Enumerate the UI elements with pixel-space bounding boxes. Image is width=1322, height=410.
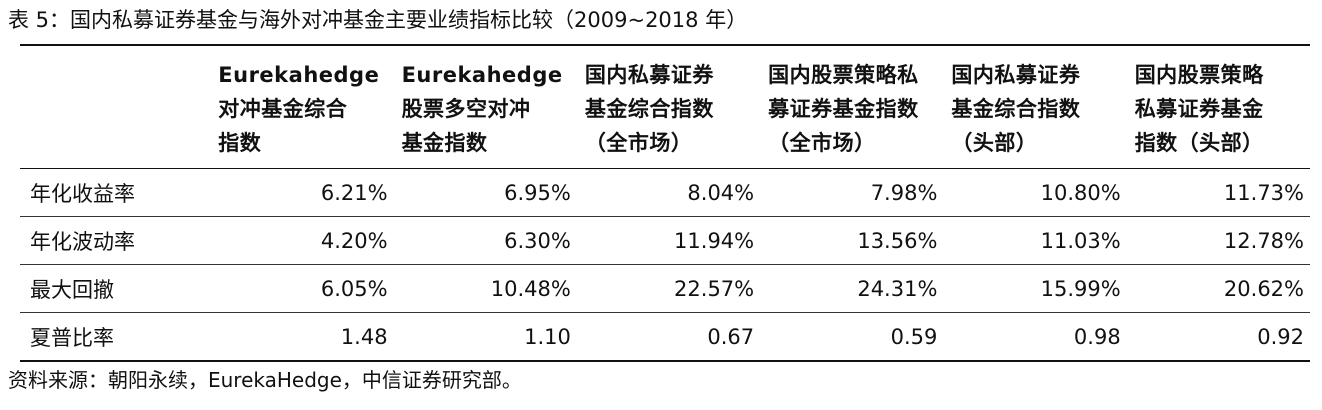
table-title: 表 5：国内私募证券基金与海外对冲基金主要业绩指标比较（2009~2018 年） — [8, 8, 748, 32]
table-cell: 12.78% — [1126, 216, 1310, 265]
table-cell: 13.56% — [760, 216, 944, 265]
row-label: 年化收益率 — [20, 168, 211, 217]
header-line: Eurekahedge — [218, 63, 380, 87]
table-cell: 11.73% — [1126, 168, 1310, 217]
table-cell: 24.31% — [760, 264, 944, 313]
comparison-table-container: Eurekahedge 对冲基金综合 指数 Eurekahedge 股票多空对冲… — [20, 44, 1310, 362]
header-line: Eurekahedge — [401, 63, 563, 87]
header-domestic-equity-all-market: 国内股票策略私 募证券基金指数 （全市场） — [760, 44, 944, 169]
table-row-annualized-volatility: 年化波动率 4.20% 6.30% 11.94% 13.56% 11.03% 1… — [20, 216, 1310, 265]
table-cell: 0.98 — [943, 312, 1127, 362]
header-domestic-composite-all-market: 国内私募证券 基金综合指数 （全市场） — [576, 44, 761, 169]
row-label: 夏普比率 — [20, 312, 211, 362]
table-cell: 4.20% — [210, 216, 394, 265]
header-line: 基金综合指数 — [584, 97, 714, 121]
table-cell: 11.94% — [576, 216, 761, 265]
header-line: （头部） — [951, 131, 1038, 155]
table-cell: 8.04% — [576, 168, 761, 217]
header-line: （全市场） — [768, 131, 876, 155]
header-line: 国内私募证券 — [584, 63, 714, 87]
table-cell: 7.98% — [760, 168, 944, 217]
table-cell: 15.99% — [943, 264, 1127, 313]
table-cell: 11.03% — [943, 216, 1127, 265]
header-eurekahedge-long-short-index: Eurekahedge 股票多空对冲 基金指数 — [393, 44, 577, 169]
header-line: 基金综合指数 — [951, 97, 1081, 121]
table-cell: 0.59 — [760, 312, 944, 362]
header-line: 募证券基金指数 — [768, 97, 919, 121]
row-label: 最大回撤 — [20, 264, 211, 313]
header-line: 国内股票策略私 — [768, 63, 919, 87]
table-cell: 6.21% — [210, 168, 394, 217]
table-row-max-drawdown: 最大回撤 6.05% 10.48% 22.57% 24.31% 15.99% 2… — [20, 264, 1310, 313]
table-header-row: Eurekahedge 对冲基金综合 指数 Eurekahedge 股票多空对冲… — [20, 44, 1310, 169]
performance-comparison-table: Eurekahedge 对冲基金综合 指数 Eurekahedge 股票多空对冲… — [20, 44, 1310, 362]
header-line: 基金指数 — [401, 131, 488, 155]
table-cell: 10.80% — [943, 168, 1127, 217]
table-cell: 6.95% — [393, 168, 577, 217]
header-domestic-equity-top: 国内股票策略 私募证券基金 指数（头部） — [1126, 44, 1310, 169]
table-cell: 22.57% — [576, 264, 761, 313]
table-row-sharpe-ratio: 夏普比率 1.48 1.10 0.67 0.59 0.98 0.92 — [20, 312, 1310, 362]
table-row-annualized-return: 年化收益率 6.21% 6.95% 8.04% 7.98% 10.80% 11.… — [20, 168, 1310, 217]
header-line: 国内股票策略 — [1134, 63, 1264, 87]
table-cell: 0.67 — [576, 312, 761, 362]
source-note: 资料来源：朝阳永续，EurekaHedge，中信证券研究部。 — [8, 368, 522, 392]
header-line: （全市场） — [584, 131, 693, 155]
table-cell: 6.30% — [393, 216, 577, 265]
header-line: 国内私募证券 — [951, 63, 1081, 87]
header-corner — [20, 44, 211, 169]
table-cell: 1.48 — [210, 312, 394, 362]
header-line: 指数 — [218, 131, 262, 155]
row-label: 年化波动率 — [20, 216, 211, 265]
header-line: 指数（头部） — [1134, 131, 1264, 155]
header-eurekahedge-hedge-fund-index: Eurekahedge 对冲基金综合 指数 — [210, 44, 394, 169]
table-cell: 0.92 — [1126, 312, 1310, 362]
table-cell: 10.48% — [393, 264, 577, 313]
table-cell: 20.62% — [1126, 264, 1310, 313]
header-domestic-composite-top: 国内私募证券 基金综合指数 （头部） — [943, 44, 1127, 169]
table-cell: 6.05% — [210, 264, 394, 313]
header-line: 对冲基金综合 — [218, 97, 348, 121]
header-line: 股票多空对冲 — [401, 97, 531, 121]
table-cell: 1.10 — [393, 312, 577, 362]
header-line: 私募证券基金 — [1134, 97, 1264, 121]
